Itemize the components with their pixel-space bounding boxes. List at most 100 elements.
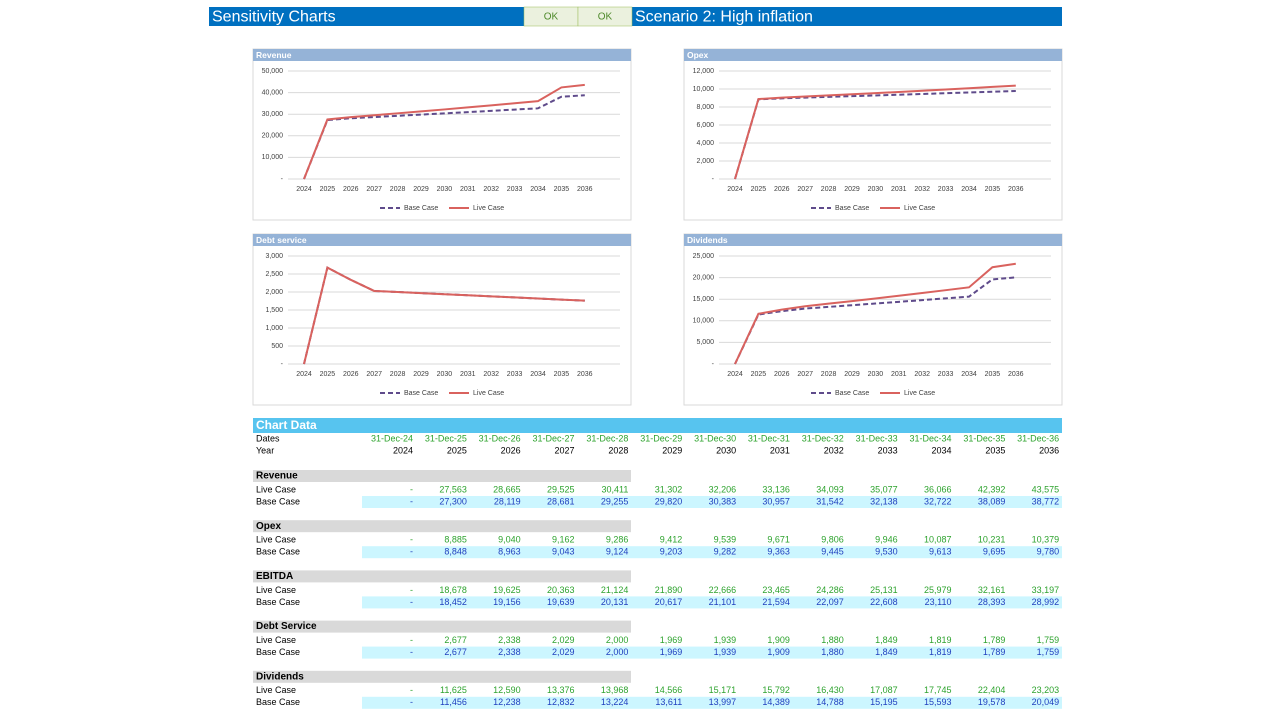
x-tick-label: 2025 [751,186,767,193]
value-cell: 13,224 [601,697,629,707]
value-cell: - [410,585,413,595]
series-line [734,262,1016,365]
value-cell: 29,525 [547,484,575,494]
value-cell: 1,789 [983,635,1006,645]
value-cell: 28,681 [547,496,575,506]
x-tick-label: 2027 [366,186,382,193]
date-cell: 31-Dec-27 [533,433,575,443]
value-cell: 22,608 [870,597,898,607]
legend-label: Live Case [904,205,935,212]
value-cell: 16,430 [816,685,844,695]
section-bar [253,620,631,633]
year-cell: 2026 [501,445,521,455]
chart-title: Dividends [687,235,728,245]
value-cell: 9,613 [929,547,952,557]
row-label: Base Case [256,547,300,557]
ok-button-label[interactable]: OK [598,12,613,23]
value-cell: 25,131 [870,585,898,595]
year-cell: 2031 [770,445,790,455]
row-label: Base Case [256,496,300,506]
x-tick-label: 2027 [366,371,382,378]
y-tick-label: 20,000 [262,133,284,140]
section-name: EBITDA [256,571,293,582]
date-cell: 31-Dec-30 [694,433,736,443]
value-cell: 15,792 [762,685,790,695]
value-cell: 33,136 [762,484,790,494]
row-highlight [362,696,1062,709]
legend-label: Base Case [835,390,869,397]
y-tick-label: 2,000 [696,158,714,165]
x-tick-label: 2030 [868,371,884,378]
value-cell: 20,363 [547,585,575,595]
row-label: Year [256,445,274,455]
value-cell: 2,000 [606,635,629,645]
value-cell: 9,282 [714,547,737,557]
x-tick-label: 2027 [797,186,813,193]
value-cell: 9,040 [498,535,521,545]
date-cell: 31-Dec-29 [640,433,682,443]
value-cell: 38,772 [1032,496,1060,506]
value-cell: 12,590 [493,685,521,695]
value-cell: 20,049 [1032,697,1060,707]
row-highlight [362,646,1062,659]
x-tick-label: 2036 [1008,186,1024,193]
value-cell: 21,124 [601,585,629,595]
value-cell: - [410,535,413,545]
y-tick-label: - [281,361,284,368]
value-cell: 1,939 [714,647,737,657]
ok-button[interactable] [577,6,633,27]
value-cell: 12,238 [493,697,521,707]
value-cell: 34,093 [816,484,844,494]
date-cell: 31-Dec-31 [748,433,790,443]
x-tick-label: 2026 [343,371,359,378]
row-label: Base Case [256,597,300,607]
legend-label: Live Case [473,205,504,212]
y-tick-label: 1,500 [265,307,283,314]
x-tick-label: 2029 [844,371,860,378]
chart-title-bar [684,234,1062,246]
value-cell: 1,969 [660,635,683,645]
value-cell: 19,578 [978,697,1006,707]
value-cell: 32,161 [978,585,1006,595]
x-tick-label: 2031 [460,371,476,378]
value-cell: 23,203 [1032,685,1060,695]
value-cell: 32,138 [870,496,898,506]
value-cell: 20,131 [601,597,629,607]
row-highlight [362,546,1062,559]
value-cell: 1,939 [714,635,737,645]
y-tick-label: 20,000 [693,274,715,281]
y-tick-label: 1,000 [265,325,283,332]
value-cell: 36,066 [924,484,952,494]
legend-label: Base Case [835,205,869,212]
value-cell: 30,411 [602,484,629,494]
ok-button-label[interactable]: OK [544,12,559,23]
y-tick-label: 40,000 [262,89,284,96]
value-cell: 28,665 [493,484,521,494]
value-cell: - [410,647,413,657]
value-cell: - [410,547,413,557]
value-cell: 1,849 [875,635,898,645]
value-cell: 43,575 [1032,484,1060,494]
x-tick-label: 2035 [554,186,570,193]
x-tick-label: 2029 [413,186,429,193]
value-cell: 17,087 [870,685,898,695]
x-tick-label: 2036 [577,371,593,378]
chart-box [252,48,632,221]
year-cell: 2027 [555,445,575,455]
value-cell: 8,885 [444,535,467,545]
x-tick-label: 2032 [483,371,499,378]
value-cell: 2,677 [444,647,467,657]
y-tick-label: 2,500 [265,271,283,278]
x-tick-label: 2031 [891,371,907,378]
value-cell: 8,848 [444,547,467,557]
date-cell: 31-Dec-35 [963,433,1005,443]
value-cell: 2,029 [552,635,575,645]
year-cell: 2029 [662,445,682,455]
value-cell: 12,832 [547,697,575,707]
x-tick-label: 2031 [891,186,907,193]
value-cell: 28,119 [494,496,521,506]
row-label: Base Case [256,647,300,657]
section-bar [253,520,631,533]
year-cell: 2030 [716,445,736,455]
